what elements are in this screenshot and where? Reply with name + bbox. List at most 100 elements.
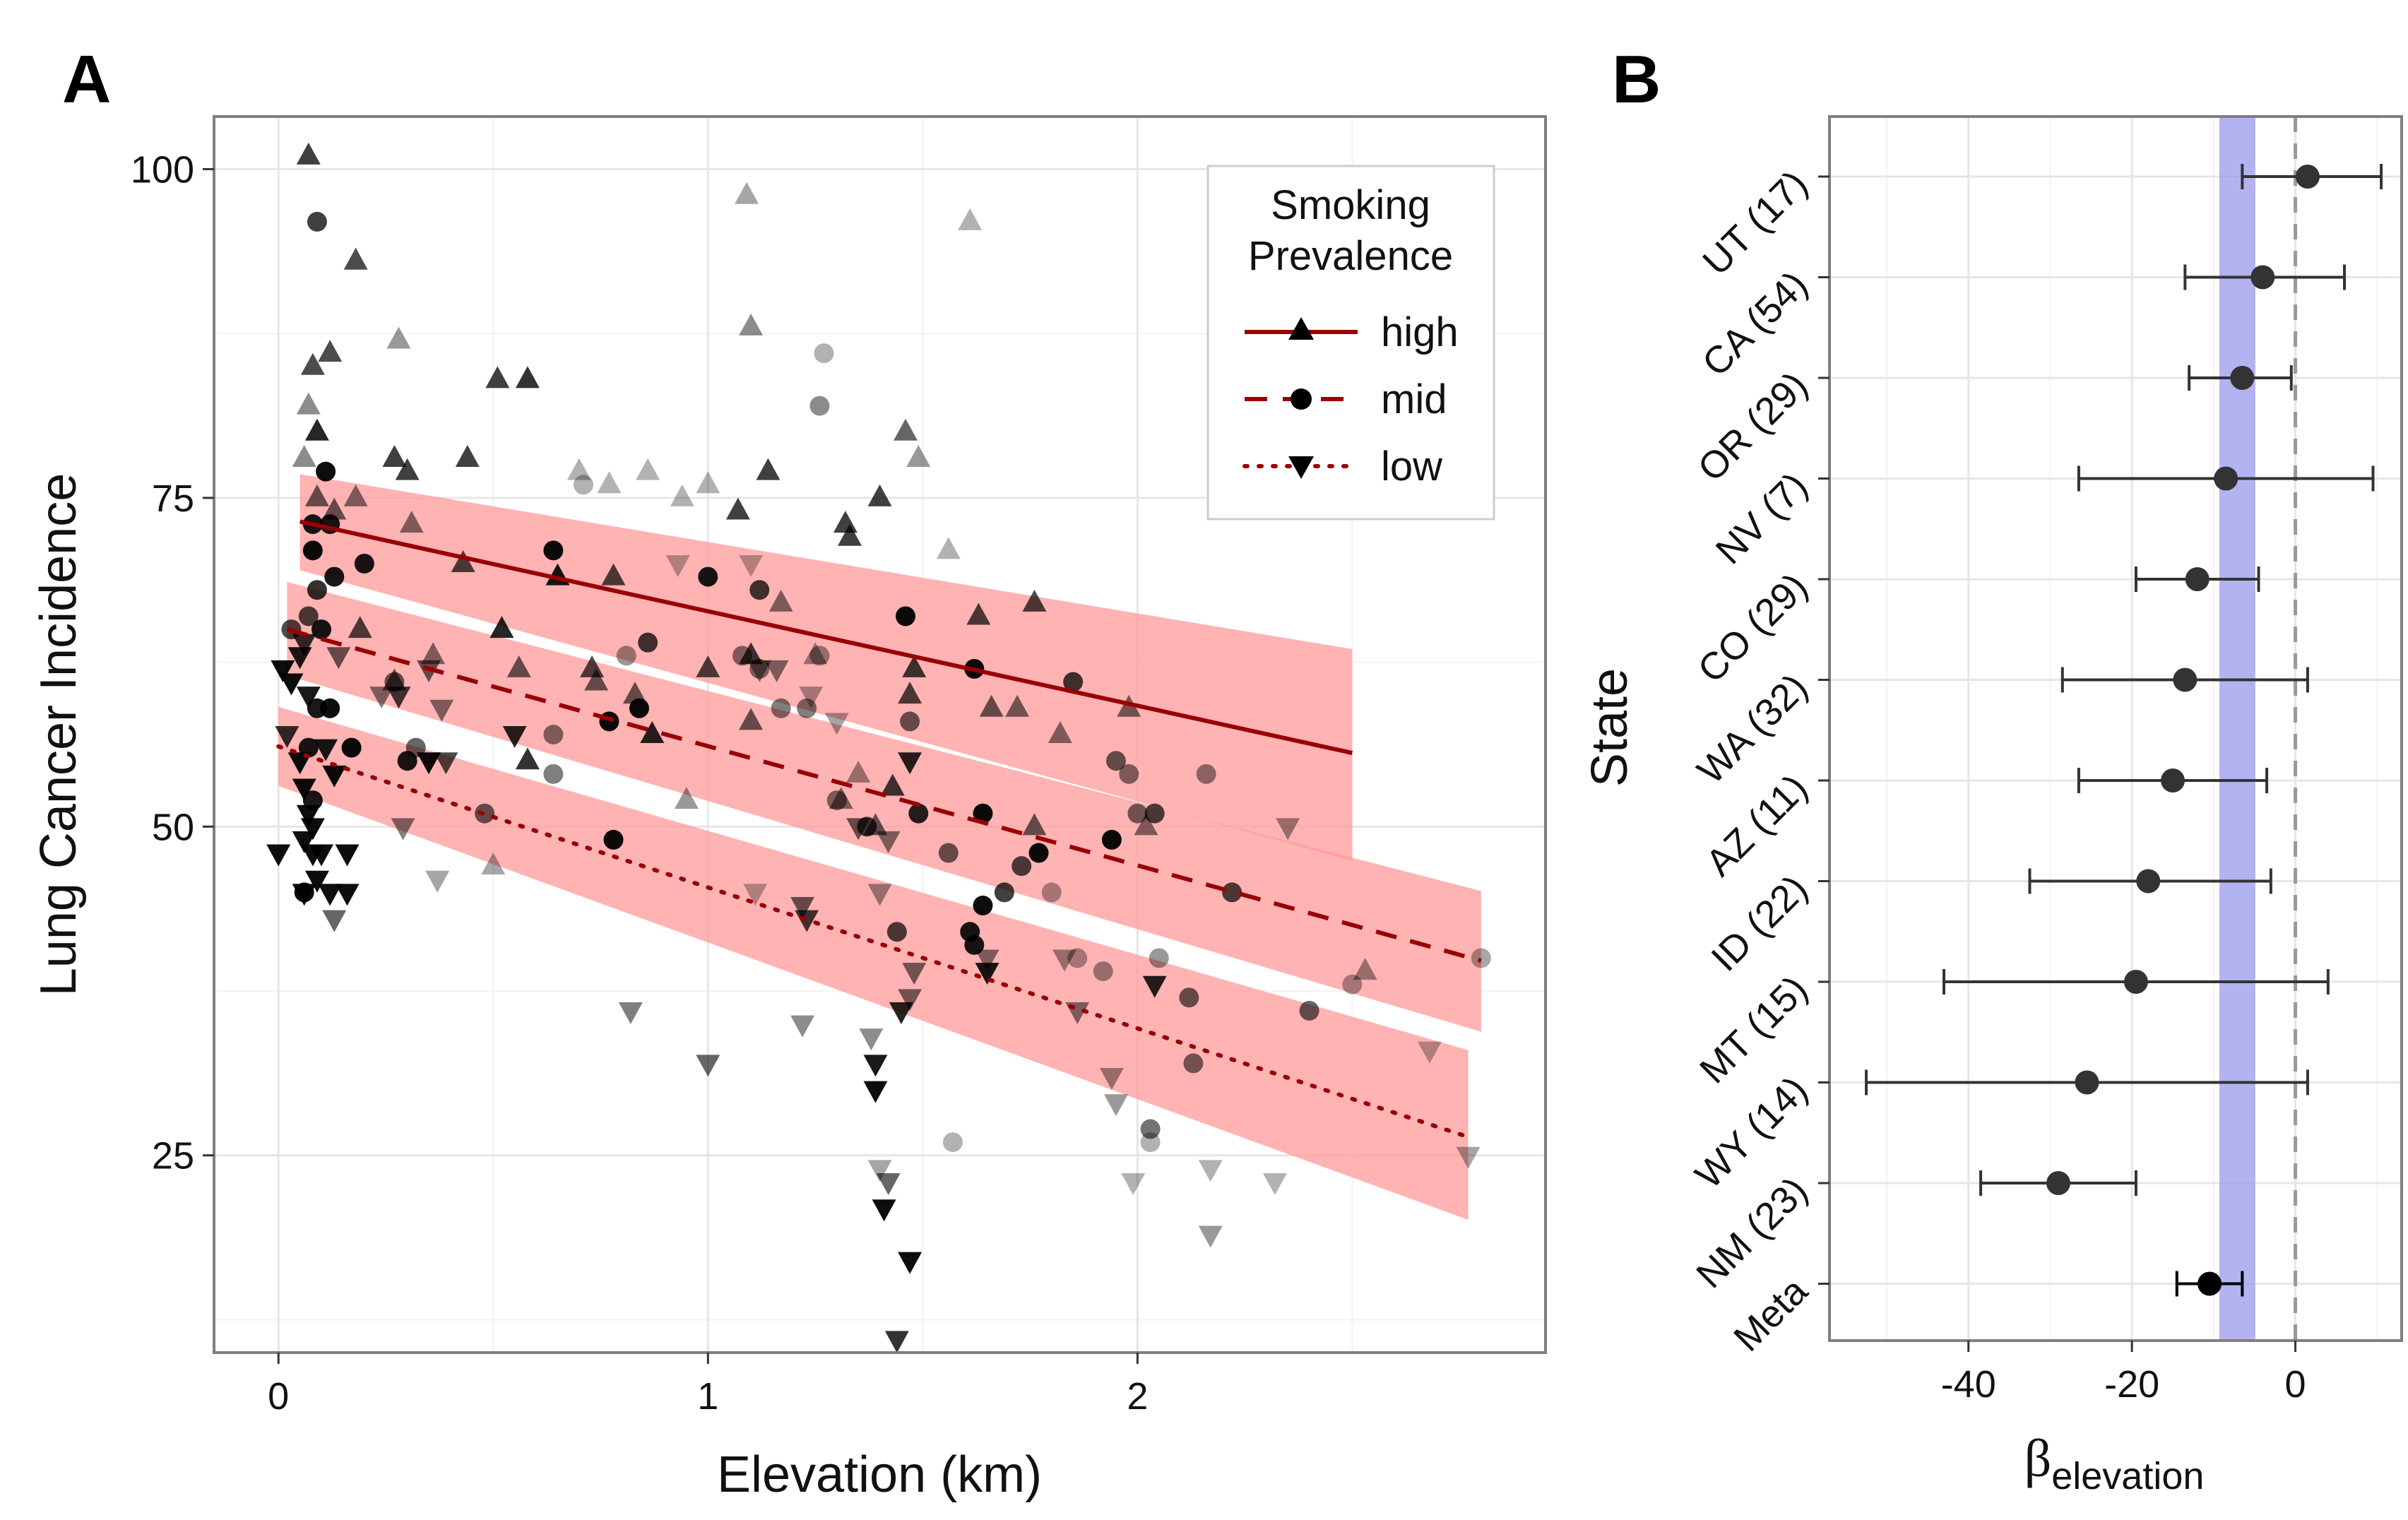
point-low bbox=[876, 1172, 901, 1195]
point-low bbox=[898, 989, 923, 1011]
point-high bbox=[304, 484, 329, 506]
point-mid bbox=[771, 698, 791, 718]
x-tick-label: 2 bbox=[1127, 1375, 1148, 1418]
point-mid bbox=[324, 566, 345, 587]
point-mid bbox=[973, 896, 993, 916]
point-mid bbox=[809, 396, 830, 416]
point-low bbox=[790, 897, 815, 920]
point-mid bbox=[1299, 1000, 1319, 1021]
point-low bbox=[846, 818, 871, 841]
point-high bbox=[670, 484, 694, 506]
beta-symbol: β bbox=[2024, 1429, 2052, 1488]
y-tick-label: 100 bbox=[131, 148, 194, 191]
panel-a-points bbox=[266, 142, 1491, 1353]
panel-a-confidence-bands bbox=[278, 474, 1481, 1220]
point-mid bbox=[1140, 1119, 1161, 1139]
beta-subscript: elevation bbox=[2051, 1455, 2204, 1497]
y-tick-label: 50 bbox=[152, 806, 194, 848]
point-mid bbox=[599, 711, 619, 732]
point-low bbox=[322, 910, 347, 932]
point-mid bbox=[1028, 843, 1049, 863]
panel-a-fit-lines bbox=[276, 519, 1482, 1139]
point-mid bbox=[307, 580, 327, 600]
state-label: WA (32) bbox=[1690, 666, 1816, 792]
point-high bbox=[1134, 813, 1158, 836]
panel-a: A 0 1 2 25 50 75 100 Elevation (km) Lung Canc… bbox=[30, 42, 1547, 1503]
point-mid bbox=[1119, 764, 1139, 784]
point-mid bbox=[900, 711, 920, 732]
point-low bbox=[1198, 1225, 1223, 1248]
point-high bbox=[515, 366, 540, 388]
panel-b-grid bbox=[1829, 117, 2402, 1341]
point-mid bbox=[573, 475, 593, 495]
point-low bbox=[429, 699, 454, 722]
point-low bbox=[275, 726, 299, 748]
point-estimate bbox=[2173, 667, 2198, 692]
point-low bbox=[863, 1081, 888, 1103]
point-high bbox=[584, 668, 609, 691]
fit-line-high bbox=[299, 519, 1353, 755]
point-low bbox=[889, 1002, 913, 1024]
point-low bbox=[1121, 1172, 1146, 1195]
state-label: Meta bbox=[1726, 1269, 1816, 1360]
point-high bbox=[567, 458, 591, 480]
point-low bbox=[863, 1055, 888, 1077]
point-low bbox=[1276, 818, 1300, 841]
point-mid bbox=[797, 698, 817, 718]
legend-title-line-1: Smoking bbox=[1271, 182, 1430, 228]
point-estimate bbox=[2046, 1171, 2070, 1195]
point-low bbox=[876, 831, 901, 853]
point-low bbox=[898, 1252, 923, 1274]
point-mid bbox=[543, 764, 564, 784]
point-mid bbox=[938, 843, 959, 863]
point-low bbox=[739, 554, 764, 577]
point-mid bbox=[1144, 803, 1165, 824]
point-high bbox=[506, 655, 531, 677]
panel-b-y-axis-title: State bbox=[1582, 668, 1638, 787]
panel-b-x-axis: -40 -20 0 bbox=[1941, 1341, 2306, 1406]
point-high bbox=[386, 326, 411, 349]
point-low bbox=[902, 963, 927, 985]
point-low bbox=[314, 739, 338, 761]
point-mid bbox=[312, 619, 332, 640]
point-low bbox=[318, 884, 343, 906]
point-estimate bbox=[2295, 165, 2320, 189]
point-low bbox=[790, 1015, 815, 1038]
point-low bbox=[322, 765, 347, 788]
point-mid bbox=[307, 211, 327, 232]
point-mid bbox=[809, 646, 830, 666]
state-label: WY (14) bbox=[1688, 1069, 1816, 1197]
point-low bbox=[743, 884, 768, 906]
point-high bbox=[803, 642, 828, 665]
point-high bbox=[490, 616, 514, 639]
point-mid bbox=[908, 803, 929, 824]
y-tick-label: 75 bbox=[152, 477, 194, 520]
point-mid bbox=[1140, 1132, 1161, 1153]
point-mid bbox=[749, 658, 770, 679]
point-low bbox=[884, 1331, 909, 1353]
point-low bbox=[292, 831, 316, 853]
point-mid bbox=[1149, 948, 1169, 968]
point-high bbox=[1022, 589, 1047, 612]
point-low bbox=[425, 870, 450, 893]
point-low bbox=[975, 963, 1000, 985]
point-low bbox=[824, 713, 849, 735]
point-low bbox=[747, 660, 772, 682]
point-estimate bbox=[2198, 1271, 2222, 1296]
point-high bbox=[451, 550, 475, 572]
point-low bbox=[696, 1055, 720, 1077]
point-mid bbox=[1067, 948, 1088, 968]
point-high bbox=[515, 747, 540, 770]
point-high bbox=[769, 589, 793, 612]
panel-b-y-axis: UT (17)CA (54)OR (29)NV (7)CO (29)WA (32… bbox=[1688, 162, 1829, 1360]
point-high bbox=[343, 247, 368, 270]
point-high bbox=[597, 471, 622, 494]
panel-b-plot-border bbox=[1828, 115, 2403, 1342]
point-high bbox=[300, 352, 325, 375]
legend-mid-label: mid bbox=[1381, 376, 1447, 422]
point-low bbox=[1262, 1172, 1287, 1195]
point-high bbox=[304, 418, 329, 441]
point-low bbox=[326, 647, 351, 670]
x-tick-label: 0 bbox=[268, 1375, 289, 1418]
point-high bbox=[636, 458, 660, 480]
